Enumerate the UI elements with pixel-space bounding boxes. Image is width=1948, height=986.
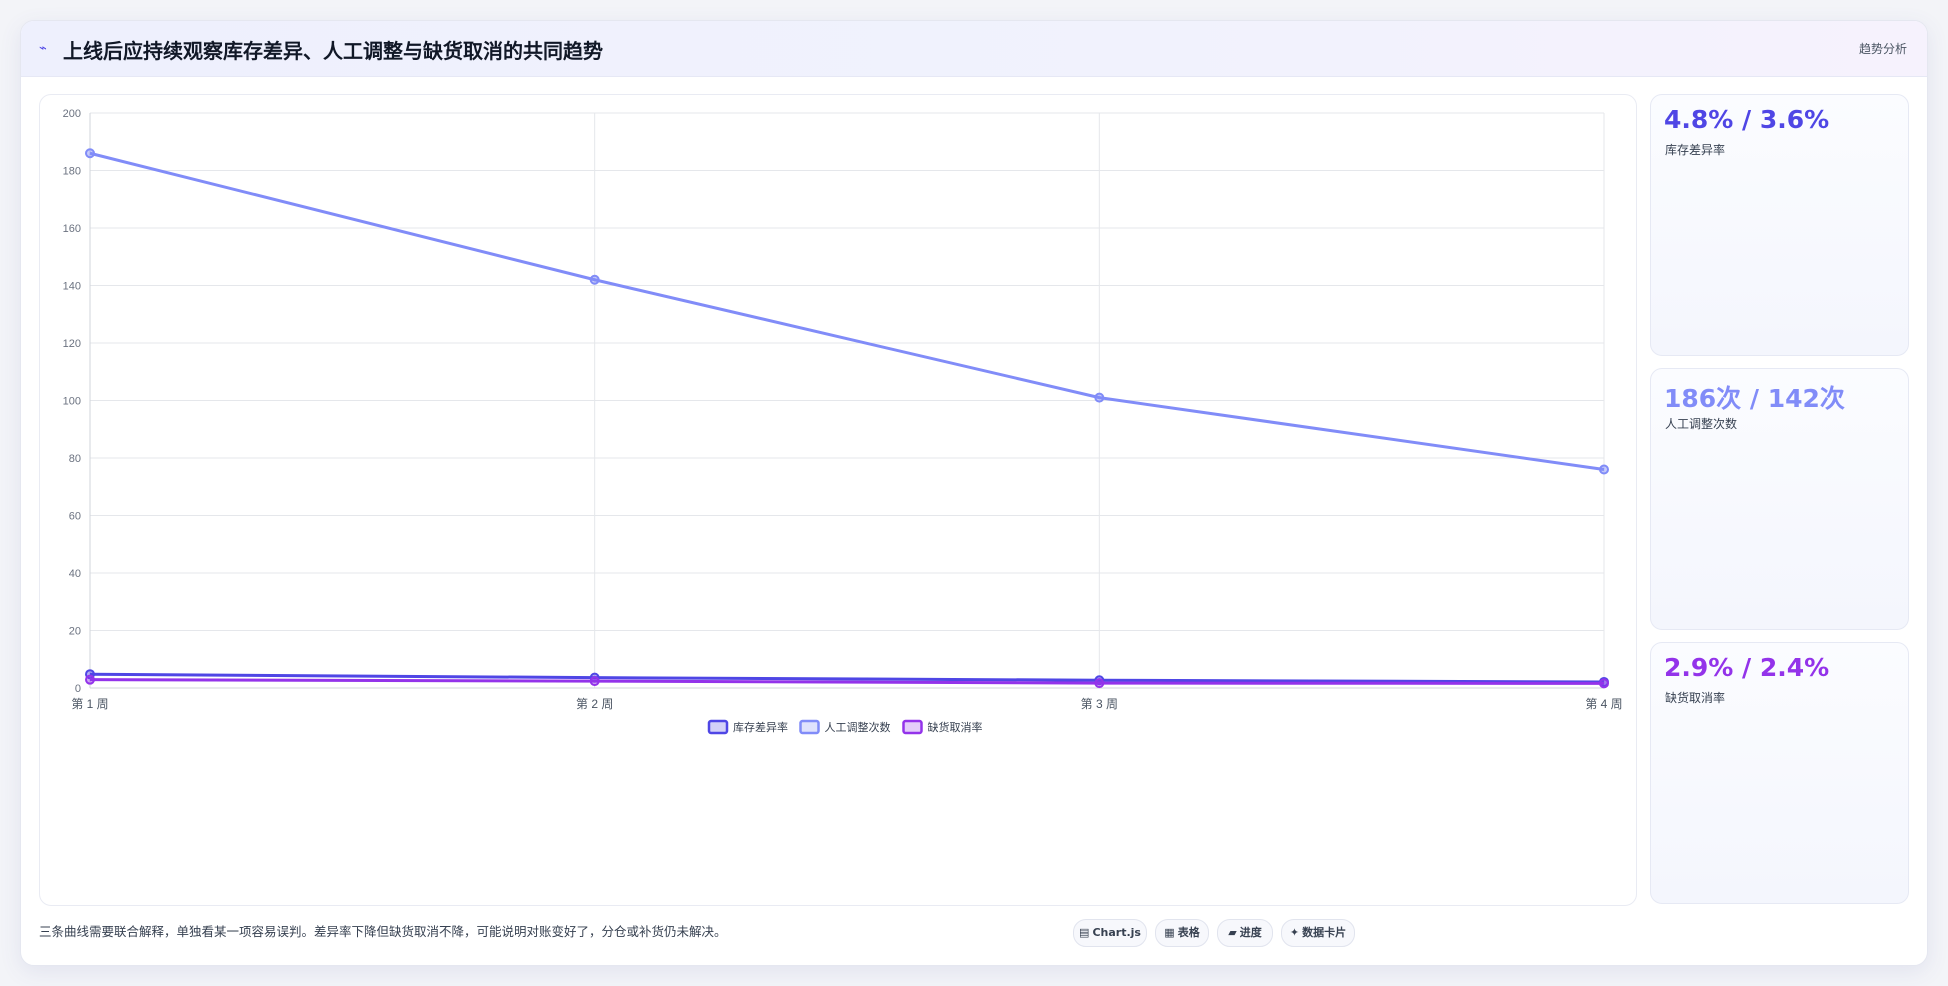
stat-label: 缺货取消率 (1665, 691, 1726, 705)
x-tick-label: 第 4 周 (1585, 697, 1622, 711)
stat-label: 库存差异率 (1665, 143, 1726, 157)
dashboard-card: ⌁ 上线后应持续观察库存差异、人工调整与缺货取消的共同趋势 趋势分析 0 20 40… (20, 20, 1928, 966)
chip-label: 数据卡片 (1302, 926, 1347, 939)
stat-card-stockout-cancel: 2.9% / 2.4% 缺货取消率 (1650, 642, 1909, 904)
chip-data-card[interactable]: ✦ 数据卡片 (1281, 919, 1355, 947)
legend-label: 缺货取消率 (928, 720, 983, 734)
chip-label: 表格 (1177, 926, 1200, 939)
chip-progress[interactable]: ▰ 进度 (1217, 919, 1273, 947)
y-tick-label: 160 (63, 223, 81, 235)
legend-swatch (902, 719, 923, 735)
card-header: ⌁ 上线后应持续观察库存差异、人工调整与缺货取消的共同趋势 趋势分析 (21, 21, 1927, 77)
chart-trend-icon: ⌁ (39, 41, 47, 56)
chip-chartjs[interactable]: ▤ Chart.js (1073, 919, 1147, 947)
y-tick-label: 120 (63, 338, 81, 350)
series-line-2 (89, 678, 1605, 685)
x-tick-label: 第 2 周 (576, 697, 613, 711)
data-card-icon: ✦ (1289, 926, 1300, 939)
table-icon: ▦ (1164, 926, 1175, 939)
chip-table[interactable]: ▦ 表格 (1155, 919, 1209, 947)
data-point (1094, 678, 1105, 689)
x-tick-label: 第 3 周 (1081, 697, 1118, 711)
y-tick-label: 40 (69, 568, 81, 580)
data-point (589, 676, 600, 687)
data-point (1094, 392, 1105, 403)
chart-panel: 0 20 40 60 80 100 120 140 160 180 200 第 1 周 第 2 周 第 3… (39, 94, 1637, 906)
progress-icon: ▰ (1228, 926, 1237, 939)
y-tick-label: 60 (69, 511, 81, 523)
stat-value: 4.8% / 3.6% (1664, 105, 1830, 134)
legend-swatch (799, 719, 820, 735)
y-tick-label: 100 (63, 396, 81, 408)
series-line-1 (89, 151, 1605, 471)
x-tick-label: 第 1 周 (71, 697, 108, 711)
y-tick-label: 20 (69, 626, 81, 638)
chip-label: Chart.js (1092, 926, 1141, 939)
stat-card-inventory-diff: 4.8% / 3.6% 库存差异率 (1650, 94, 1909, 356)
stat-card-manual-adjust: 186次 / 142次 人工调整次数 (1650, 368, 1909, 630)
stat-value: 2.9% / 2.4% (1664, 653, 1830, 682)
y-tick-label: 140 (63, 281, 81, 293)
stat-label: 人工调整次数 (1665, 417, 1738, 431)
data-point (589, 274, 600, 285)
data-point (85, 148, 95, 159)
page-title: 上线后应持续观察库存差异、人工调整与缺货取消的共同趋势 (63, 39, 603, 63)
data-point (1599, 678, 1609, 689)
section-tag: 趋势分析 (1858, 42, 1907, 56)
legend-label: 人工调整次数 (825, 720, 891, 734)
line-chart: 0 20 40 60 80 100 120 140 160 180 200 第 1 周 第 2 周 第 3… (63, 108, 1623, 735)
footnote: 三条曲线需要联合解释，单独看某一项容易误判。差异率下降但缺货取消不降，可能说明对… (39, 924, 727, 939)
y-tick-label: 200 (63, 108, 81, 120)
data-point (85, 674, 95, 685)
chip-label: 进度 (1239, 926, 1262, 939)
chart-icon: ▤ (1079, 926, 1090, 939)
y-tick-label: 180 (63, 166, 81, 178)
legend-swatch (707, 719, 729, 735)
y-tick-label: 0 (75, 683, 81, 695)
y-tick-label: 80 (69, 453, 81, 465)
stat-value: 186次 / 142次 (1664, 384, 1845, 413)
legend-label: 库存差异率 (733, 720, 788, 734)
series-line-0 (89, 672, 1605, 684)
data-point (1599, 464, 1609, 475)
